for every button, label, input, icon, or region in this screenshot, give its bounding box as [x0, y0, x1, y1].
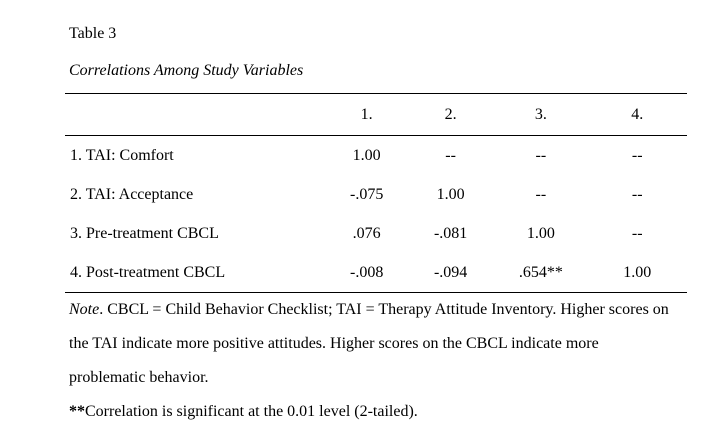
- significance-stars: **: [69, 403, 85, 420]
- table-row: 4. Post-treatment CBCL -.008 -.094 .654*…: [65, 253, 687, 293]
- correlation-cell: -.075: [350, 185, 384, 203]
- significance-text: Correlation is significant at the 0.01 l…: [85, 403, 418, 420]
- column-header-3: 3.: [494, 93, 588, 136]
- row-label: 2. TAI: Acceptance: [70, 185, 194, 203]
- correlation-cell: -.094: [433, 263, 468, 281]
- correlation-cell: -.008: [350, 263, 384, 281]
- correlation-cell: 1.00: [623, 263, 652, 281]
- table-header-row: 1. 2. 3. 4.: [65, 93, 687, 136]
- column-header-4: 4.: [587, 93, 687, 136]
- correlation-cell: --: [631, 224, 643, 242]
- note-line-3: problematic behavior.: [69, 369, 209, 386]
- correlation-cell: 1.00: [436, 185, 465, 203]
- correlation-cell: .076: [352, 224, 381, 242]
- table-title: Correlations Among Study Variables: [69, 62, 304, 79]
- row-label: 4. Post-treatment CBCL: [70, 263, 226, 281]
- note-line-1-text: . CBCL = Child Behavior Checklist; TAI =…: [99, 301, 669, 318]
- row-label: 3. Pre-treatment CBCL: [70, 224, 219, 242]
- correlation-table: 1. 2. 3. 4. 1. TAI: Comfort 1.00 -- -- -…: [65, 93, 687, 293]
- table-row: 3. Pre-treatment CBCL .076 -.081 1.00 --: [65, 214, 687, 253]
- row-label: 1. TAI: Comfort: [70, 146, 174, 164]
- correlation-cell: --: [535, 185, 547, 203]
- column-header-2: 2.: [407, 93, 495, 136]
- column-header-1: 1.: [326, 93, 408, 136]
- note-line-2: the TAI indicate more positive attitudes…: [69, 335, 599, 352]
- correlation-cell: --: [631, 146, 643, 164]
- table-number: Table 3: [69, 25, 117, 42]
- note-label: Note: [69, 301, 100, 318]
- correlation-cell: --: [535, 146, 547, 164]
- column-header-blank: [65, 93, 327, 136]
- correlation-cell: --: [631, 185, 643, 203]
- correlation-cell: 1.00: [352, 146, 381, 164]
- table-note: Note. CBCL = Child Behavior Checklist; T…: [65, 293, 687, 429]
- table-row: 2. TAI: Acceptance -.075 1.00 -- --: [65, 175, 687, 214]
- correlation-cell: --: [445, 146, 456, 164]
- correlation-cell: 1.00: [526, 224, 555, 242]
- note-line-1: Note. CBCL = Child Behavior Checklist; T…: [65, 293, 687, 327]
- table-section: Table 3 Correlations Among Study Variabl…: [65, 25, 687, 429]
- table-row: 1. TAI: Comfort 1.00 -- -- --: [65, 136, 687, 176]
- significance-note: **Correlation is significant at the 0.01…: [65, 395, 687, 429]
- correlation-cell: -.081: [433, 224, 468, 242]
- correlation-cell: .654**: [518, 263, 563, 281]
